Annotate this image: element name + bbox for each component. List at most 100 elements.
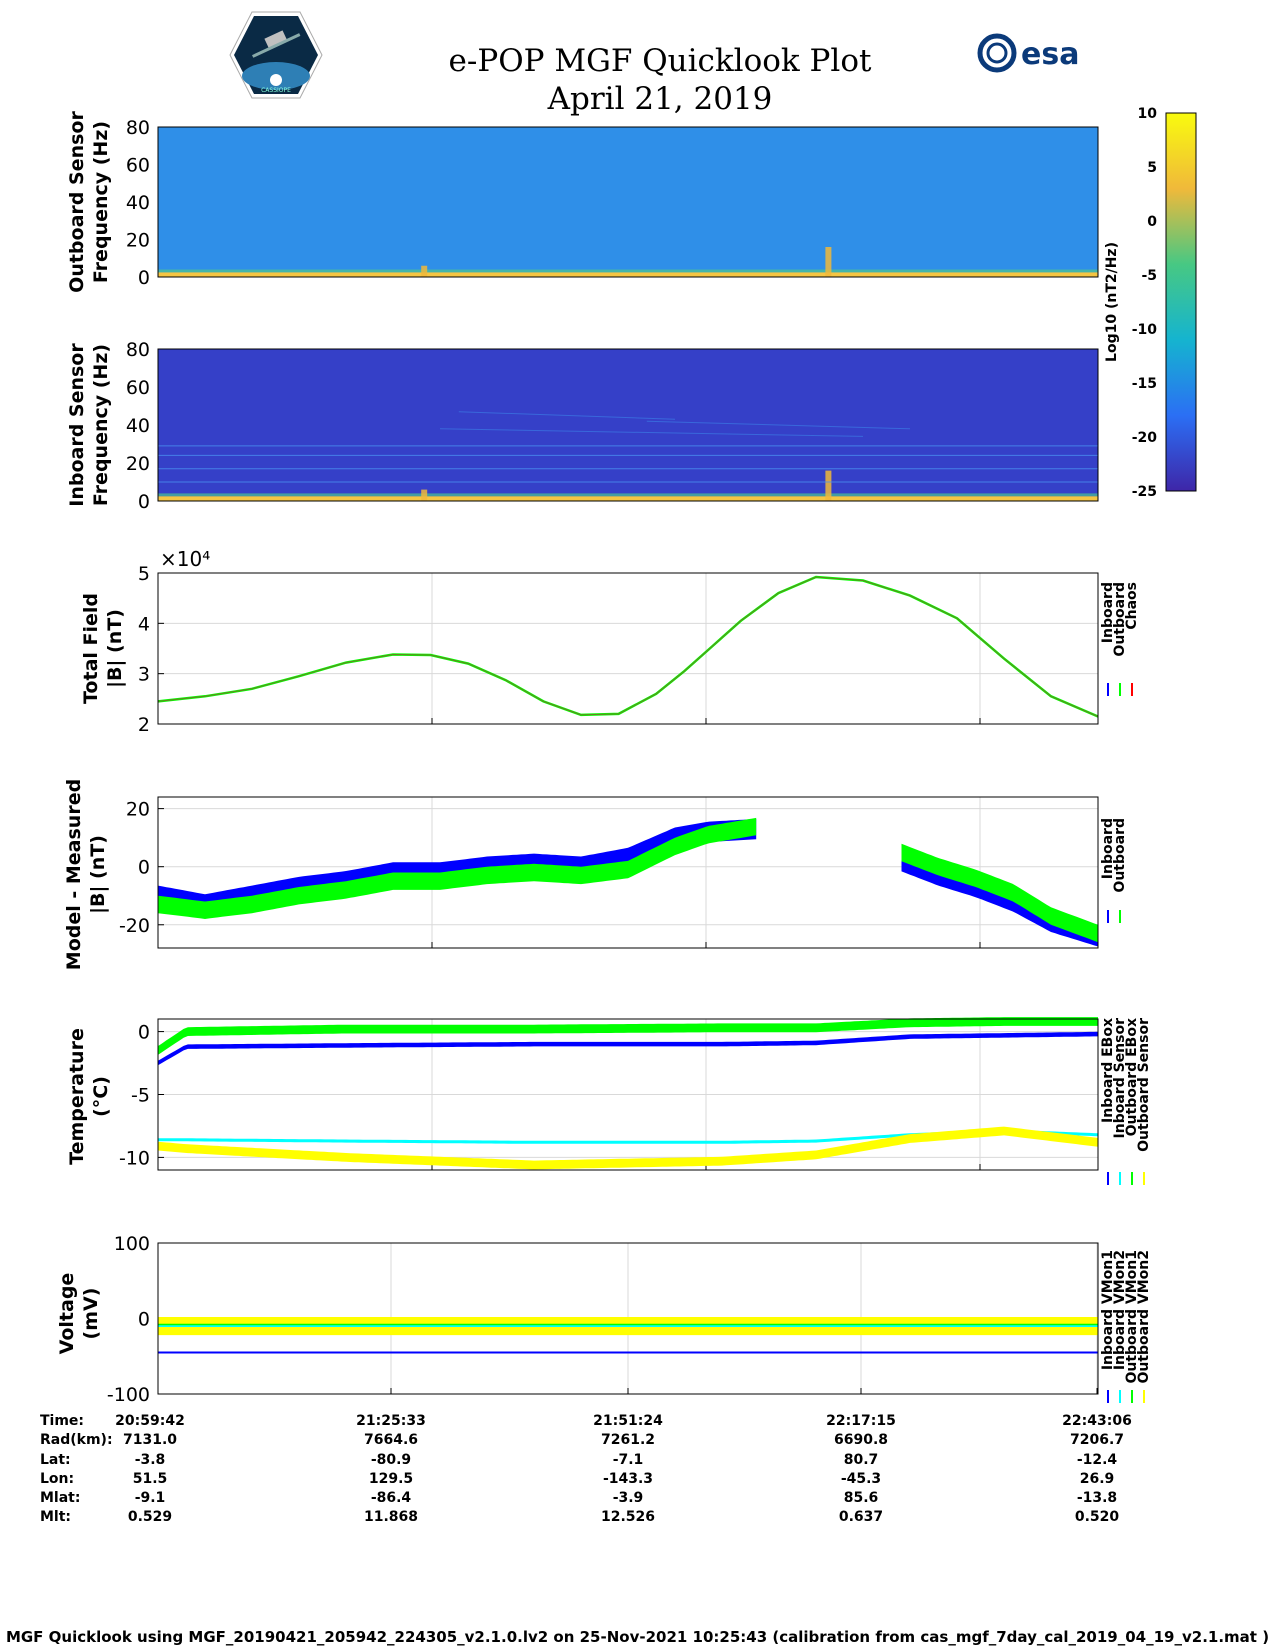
voltage-ylabel-line: (mV)	[80, 1288, 102, 1340]
outboard-spectrogram-ytick-label: 80	[126, 117, 150, 139]
model-measured-ytick-label: 20	[126, 799, 150, 821]
voltage-legend-label: Inboard VMon2	[1112, 1250, 1128, 1370]
total-field-legend-label: Chaos	[1124, 582, 1140, 630]
outboard-spectrogram-ytick-label: 40	[126, 192, 150, 214]
voltage-ytick-label: -100	[107, 1384, 150, 1406]
ephemeris-value: 51.5	[133, 1471, 168, 1487]
inboard-spectrogram-whistler-line	[458, 411, 676, 420]
temperature-legend-label: Inboard EBox	[1100, 1018, 1116, 1123]
colorbar-tick-label: -5	[1141, 268, 1157, 284]
outboard-spectrogram-ylabel-line: Outboard Sensor	[66, 111, 88, 293]
ephemeris-value: 7261.2	[601, 1432, 655, 1448]
ephemeris-value: -3.8	[135, 1452, 166, 1468]
outboard-spectrogram-ytick-label: 0	[138, 267, 150, 289]
total-field-legend-label: Outboard	[1112, 582, 1128, 657]
temperature-outboard-ebox-band	[158, 1017, 1098, 1055]
total-field-legend-text: Chaos	[1124, 582, 1140, 630]
temperature-legend-text: Outboard EBox	[1124, 1018, 1140, 1136]
ephemeris-value: -3.9	[613, 1490, 644, 1506]
ephemeris-row-label: Mlat:	[40, 1490, 80, 1506]
temperature-legend-text: Outboard Sensor	[1136, 1018, 1152, 1152]
temperature-ytick-label: -10	[119, 1147, 150, 1169]
inboard-spectrogram-ytick-label: 80	[126, 339, 150, 361]
ephemeris-value: 80.7	[844, 1452, 879, 1468]
ephemeris-value: -9.1	[135, 1490, 166, 1506]
inboard-spectrogram-burst	[421, 489, 428, 501]
ephemeris-value: 11.868	[364, 1509, 418, 1525]
voltage-legend-text: Inboard VMon2	[1112, 1250, 1128, 1370]
total-field-ylabel-line: Total Field	[80, 593, 102, 704]
outboard-spectrogram-ylabel-line: Frequency (Hz)	[90, 121, 112, 283]
total-field-ylabel-line: |B| (nT)	[104, 609, 126, 688]
ephemeris-value: 26.9	[1080, 1471, 1115, 1487]
total-field-frame	[157, 572, 1099, 725]
ephemeris-value: 129.5	[369, 1471, 413, 1487]
total-field-panel: 2 3 4 5 ×10⁴ Total Field |B| (nT) InboardOutboa…	[80, 547, 1140, 736]
voltage-panel: -100 0 100 Voltage (mV) Inboard VMon1Inboard …	[56, 1233, 1152, 1406]
voltage-frame	[157, 1242, 1099, 1395]
total-field-outboard-line	[157, 575, 1099, 718]
model-measured-ylabel-line: Model - Measured	[63, 779, 85, 970]
ephemeris-value: -143.3	[603, 1471, 653, 1487]
model-measured-ylabel: Model - Measured |B| (nT)	[63, 779, 109, 970]
outboard-spectrogram-burst	[825, 247, 832, 277]
temperature-frame	[157, 1018, 1099, 1171]
ephemeris-value: -45.3	[841, 1471, 881, 1487]
inboard-spectrogram-ylabel-line: Inboard Sensor	[66, 343, 88, 507]
inboard-spectrogram-ytick-label: 0	[138, 491, 150, 513]
model-measured-inboard-band	[158, 819, 1098, 947]
cassiope-logo: CASSIOPE	[229, 11, 323, 99]
ephemeris-value: 7664.6	[364, 1432, 418, 1448]
model-measured-ytick-label: 0	[138, 857, 150, 879]
temperature-ylabel-line: (°C)	[90, 1076, 112, 1117]
ephemeris-value: 20:59:42	[115, 1413, 185, 1429]
total-field-ytick-label: 5	[138, 563, 150, 585]
ephemeris-row-label: Lat:	[40, 1452, 71, 1468]
ephemeris-value: 21:25:33	[356, 1413, 426, 1429]
temperature-legend-label: Outboard Sensor	[1136, 1018, 1152, 1152]
temperature-panel: -10 -5 0 Temperature (°C) Inboard EBoxInboard…	[66, 1017, 1152, 1185]
total-field-ylabel: Total Field |B| (nT)	[80, 593, 126, 704]
svg-text:CASSIOPE: CASSIOPE	[261, 87, 291, 94]
outboard-spectrogram-ytick-label: 20	[126, 230, 150, 252]
plot-title: e-POP MGF Quicklook Plot	[448, 43, 872, 79]
colorbar-label: Log10 (nT2/Hz)	[1104, 242, 1120, 362]
outboard-spectrogram-ytick-label: 60	[126, 155, 150, 177]
voltage-legend-label: Outboard VMon2	[1136, 1250, 1152, 1384]
inboard-spectrogram-panel: 0 20 40 60 80 Inboard Sensor Frequency (Hz)	[66, 339, 1099, 513]
voltage-legend-text: Inboard VMon1	[1100, 1250, 1116, 1370]
model-measured-panel: -20 0 20 Model - Measured |B| (nT) InboardOut…	[63, 779, 1128, 970]
total-field-ytick-label: 2	[138, 714, 150, 736]
inboard-spectrogram-lowfreq-halo	[158, 493, 1098, 497]
voltage-legend-text: Outboard VMon2	[1136, 1250, 1152, 1384]
voltage-outboard-vmon1-band	[158, 1323, 1098, 1326]
voltage-ylabel: Voltage (mV)	[56, 1273, 102, 1355]
total-field-legend-text: Outboard	[1112, 582, 1128, 657]
ephemeris-row-label: Rad(km):	[40, 1432, 113, 1448]
inboard-spectrogram-burst	[825, 470, 832, 501]
inboard-spectrogram-whistler-line	[646, 420, 911, 430]
outboard-spectrogram-panel: 0 20 40 60 80 Outboard Sensor Frequency (Hz)	[66, 111, 1099, 293]
outboard-spectrogram-background	[158, 127, 1098, 277]
outboard-spectrogram-burst	[421, 265, 428, 277]
model-measured-legend-text: Inboard	[1100, 818, 1116, 879]
voltage-legend-label: Inboard VMon1	[1100, 1250, 1116, 1370]
outboard-spectrogram-lowfreq-band	[158, 272, 1098, 277]
total-field-exponent: ×10⁴	[160, 547, 210, 571]
temperature-legend-text: Inboard Sensor	[1112, 1018, 1128, 1139]
total-field-ytick-label: 3	[138, 664, 150, 686]
total-field-chaos-line	[157, 576, 1099, 717]
model-measured-legend-label: Outboard	[1112, 818, 1128, 893]
voltage-ytick-label: 0	[138, 1309, 150, 1331]
outboard-spectrogram-frame	[157, 126, 1099, 278]
temperature-legend-label: Outboard EBox	[1124, 1018, 1140, 1136]
ephemeris-value: 7131.0	[123, 1432, 177, 1448]
temperature-inboard-ebox-band	[158, 1031, 1098, 1066]
inboard-spectrogram-ytick-label: 20	[126, 453, 150, 475]
ephemeris-value: -7.1	[613, 1452, 644, 1468]
ephemeris-value: 21:51:24	[593, 1413, 663, 1429]
temperature-inboard-sensor-band	[158, 1129, 1098, 1144]
esa-logo: esa	[977, 33, 1079, 73]
ephemeris-value: 6690.8	[834, 1432, 888, 1448]
